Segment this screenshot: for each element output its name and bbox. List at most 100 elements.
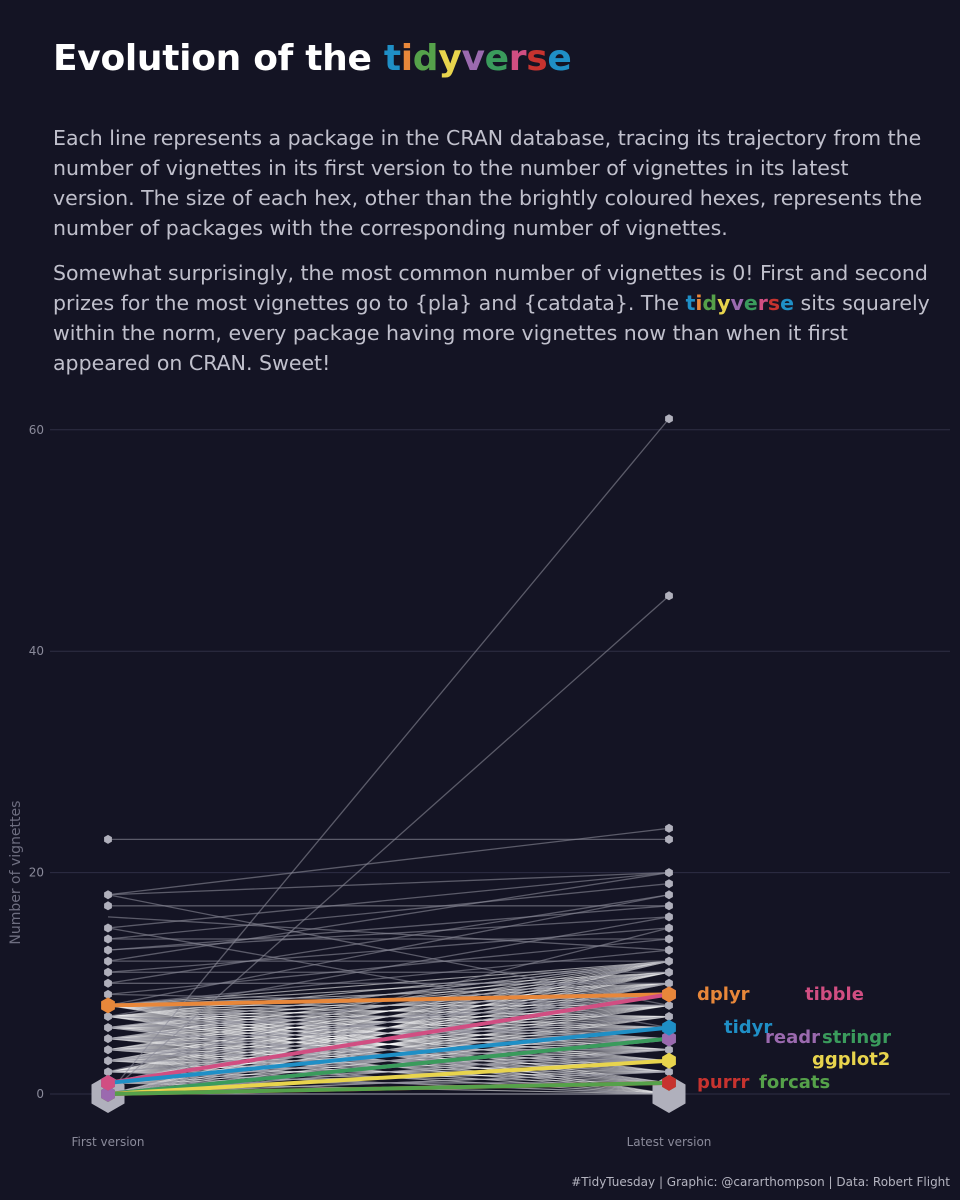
- first-version-hex-12: [104, 956, 112, 966]
- first-version-hex-4: [104, 1045, 112, 1055]
- first-version-hex-5: [104, 1034, 112, 1044]
- first-version-hex-3: [104, 1056, 112, 1066]
- dplyr-line: [106, 992, 671, 1008]
- latest-version-hex-45: [665, 591, 673, 601]
- inline-brand-letter-4: v: [730, 291, 744, 315]
- ggplot2-label: ggplot2: [812, 1049, 890, 1070]
- tibble-label: tibble: [805, 984, 864, 1005]
- first-version-hex-6: [104, 1023, 112, 1033]
- background-package-lines: [107, 418, 670, 1095]
- y-tick-label-20: 20: [29, 866, 44, 880]
- latest-version-hex-12: [665, 956, 673, 966]
- latest-version-hex-11: [665, 967, 673, 977]
- tidyverse-brand-title: tidyverse: [384, 38, 572, 79]
- first-version-hex-18: [104, 890, 112, 900]
- latest-version-hex-7: [665, 1012, 673, 1021]
- package-line-40: [107, 916, 670, 951]
- latest-version-hex-10: [665, 978, 673, 988]
- tidyr-line: [106, 1025, 671, 1085]
- first-version-hex-14: [104, 934, 112, 944]
- paragraph2-before: Somewhat surprisingly, the most common n…: [53, 261, 928, 315]
- first-version-hex-2: [104, 1067, 112, 1077]
- first-version-hex-23: [104, 834, 112, 844]
- tidyr-label: tidyr: [724, 1017, 772, 1038]
- package-line-43: [107, 894, 670, 1007]
- inline-brand-letter-3: y: [717, 291, 731, 315]
- purrr-latest-hex: [662, 1074, 676, 1091]
- title-brand-letter-0: t: [383, 38, 401, 79]
- dplyr-label: dplyr: [697, 984, 750, 1005]
- stringr-label: stringr: [822, 1027, 891, 1048]
- latest-version-hex-13: [665, 945, 673, 955]
- forcats-line: [106, 1080, 671, 1096]
- purrr-label: purrr: [697, 1072, 749, 1093]
- tidyr-latest-hex: [662, 1019, 676, 1036]
- y-axis-label: Number of vignettes: [8, 801, 24, 945]
- inline-brand-letter-8: e: [780, 291, 794, 315]
- first-version-hex-13: [104, 945, 112, 955]
- tidyverse-package-lines: [101, 986, 676, 1102]
- readr-label: readr: [765, 1027, 820, 1048]
- first-version-hex-9: [104, 989, 112, 999]
- latest-version-hex-16: [665, 912, 673, 922]
- x-category-label-0: First version: [71, 1135, 144, 1149]
- first-version-hex-17: [104, 901, 112, 911]
- package-line-41: [107, 905, 670, 951]
- title-brand-letter-7: s: [526, 38, 548, 79]
- inline-brand-letter-1: i: [695, 291, 703, 315]
- package-line-0: [107, 418, 670, 1095]
- ggplot2-line: [106, 1058, 671, 1096]
- package-line-6: [107, 871, 670, 929]
- ggplot2-latest-hex: [662, 1052, 676, 1069]
- y-tick-label-40: 40: [29, 644, 44, 658]
- first-version-hex-7: [104, 1012, 112, 1021]
- package-line-7: [107, 883, 670, 940]
- y-tick-label-60: 60: [29, 423, 44, 437]
- title-brand-letter-4: v: [461, 38, 485, 79]
- caption: #TidyTuesday | Graphic: @cararthompson |…: [571, 1175, 950, 1189]
- stringr-line: [106, 1036, 671, 1096]
- latest-version-hex-15: [665, 923, 673, 933]
- latest-version-hex-18: [665, 890, 673, 900]
- forcats-label: forcats: [759, 1072, 830, 1093]
- latest-version-hex-19: [665, 879, 673, 889]
- readr-latest-hex: [662, 1030, 676, 1047]
- title-prefix: Evolution of the: [53, 38, 384, 79]
- tibble-line: [106, 992, 671, 1085]
- inline-brand-letter-6: r: [757, 291, 768, 315]
- chart-title: Evolution of the tidyverse: [53, 38, 572, 79]
- package-line: [107, 1004, 670, 1084]
- inline-brand-letter-2: d: [702, 291, 718, 315]
- dplyr-latest-hex: [662, 986, 676, 1003]
- latest-version-hex-8: [665, 1000, 673, 1010]
- subtitle-paragraph-1: Each line represents a package in the CR…: [53, 126, 923, 240]
- package-line-1: [107, 595, 670, 1095]
- inline-brand-letter-7: s: [767, 291, 781, 315]
- title-brand-letter-5: e: [484, 38, 509, 79]
- latest-version-hex-2: [665, 1067, 673, 1077]
- title-brand-letter-3: y: [438, 38, 462, 79]
- dplyr-first-hex: [101, 997, 115, 1014]
- subtitle-paragraph-2: Somewhat surprisingly, the most common n…: [53, 258, 933, 378]
- title-brand-letter-2: d: [412, 38, 439, 79]
- package-line-3: [107, 827, 670, 896]
- tibble-first-hex: [101, 1074, 115, 1091]
- inline-brand-letter-0: t: [685, 291, 696, 315]
- latest-version-hex-23: [665, 834, 673, 844]
- first-version-hex-10: [104, 978, 112, 988]
- readr-first-hex: [101, 1086, 115, 1102]
- package-line: [107, 1004, 670, 1018]
- latest-version-hex-4: [665, 1045, 673, 1055]
- latest-version-hex-61: [665, 414, 673, 424]
- x-category-label-1: Latest version: [627, 1135, 712, 1149]
- title-brand-letter-8: e: [547, 38, 572, 79]
- package-line-46: [107, 1026, 670, 1040]
- y-tick-label-0: 0: [36, 1087, 44, 1101]
- title-brand-letter-6: r: [508, 38, 527, 79]
- slope-chart: 0 20 40 60 Number of vignettes First version L…: [8, 414, 950, 1149]
- package-line-4: [107, 871, 670, 896]
- package-line-42: [107, 871, 670, 962]
- package-line-25: [107, 916, 670, 1018]
- first-version-hex-11: [104, 967, 112, 977]
- latest-version-hex-14: [665, 934, 673, 944]
